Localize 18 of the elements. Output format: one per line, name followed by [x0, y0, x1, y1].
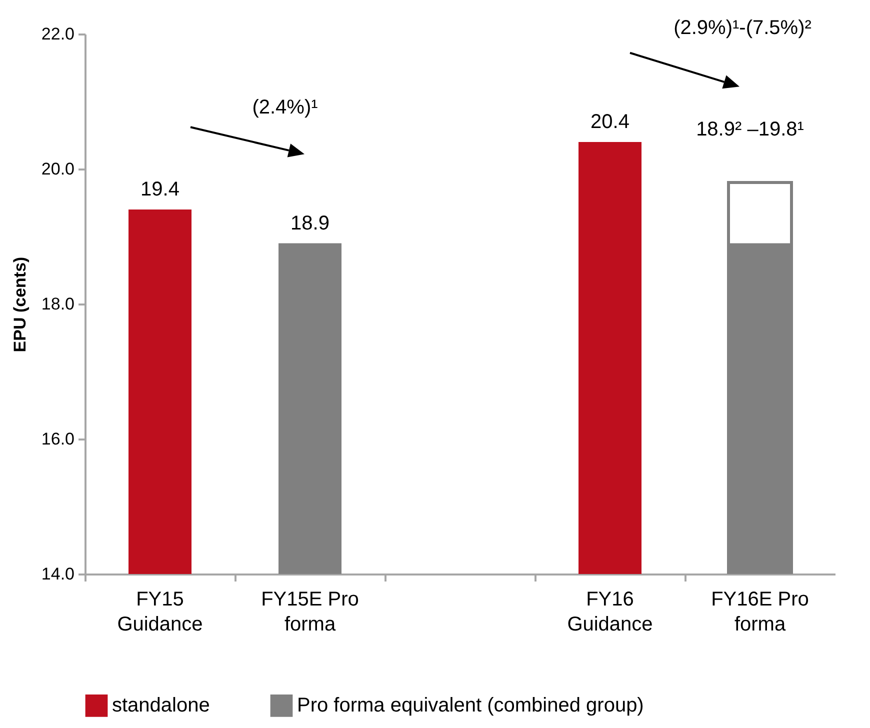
y-tick-label: 22.0: [41, 24, 74, 44]
data-label: 18.9: [290, 212, 330, 234]
legend-label: Pro forma equivalent (combined group): [297, 694, 644, 717]
y-tick-label: 16.0: [41, 430, 74, 448]
annotation: (2.4%)¹: [252, 96, 318, 119]
y-tick-label: 18.0: [41, 294, 74, 314]
legend-label: standalone: [112, 694, 210, 717]
y-axis-title: EPU (cents): [10, 256, 30, 352]
annotation: (2.9%)¹-(7.5%)²: [674, 16, 812, 39]
x-tick-label: FY16 Guidance: [567, 588, 653, 636]
y-tick-label: 20.0: [41, 160, 74, 178]
data-label: 19.4: [140, 178, 180, 200]
y-tick-label: 14.0: [41, 564, 74, 584]
x-tick-label: FY15E Pro forma: [261, 588, 359, 636]
x-tick-label: FY15 Guidance: [117, 588, 203, 636]
data-label: 20.4: [590, 111, 630, 133]
x-tick-label: FY16E Pro forma: [711, 588, 809, 636]
annotation: 18.9² –19.8¹: [696, 118, 804, 140]
